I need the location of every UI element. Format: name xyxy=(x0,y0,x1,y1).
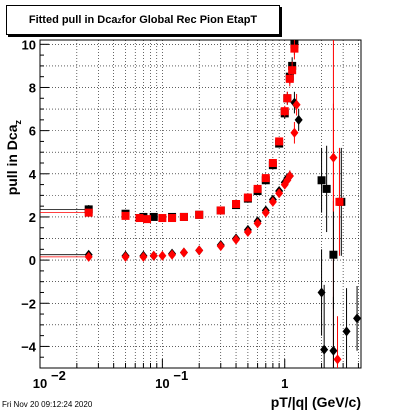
data-point-diamond xyxy=(232,234,241,245)
series-1 xyxy=(84,91,361,368)
series-3 xyxy=(84,93,342,368)
data-point-square xyxy=(322,184,331,193)
data-point-square xyxy=(232,200,241,208)
data-point-square xyxy=(149,212,158,221)
series-0 xyxy=(84,40,346,309)
x-axis-title: pT/|q| (GeV/c) xyxy=(271,394,361,410)
data-point-diamond xyxy=(285,170,294,181)
x-tick-label-exponent: −1 xyxy=(173,368,188,383)
data-layer xyxy=(40,40,361,368)
data-point-diamond xyxy=(168,249,177,260)
data-point-square xyxy=(329,250,338,259)
data-point-diamond xyxy=(294,114,303,125)
data-point-square xyxy=(283,94,292,103)
data-point-square xyxy=(216,206,225,215)
x-tick-label: 1 xyxy=(281,376,288,391)
data-point-square xyxy=(143,215,152,224)
y-axis-title-subscript: z xyxy=(13,120,23,125)
data-point-diamond xyxy=(216,241,225,252)
data-point-square xyxy=(179,212,188,221)
y-tick-label: 6 xyxy=(29,124,36,139)
y-ticks xyxy=(40,43,49,369)
data-point-diamond xyxy=(290,127,299,138)
data-point-diamond xyxy=(275,188,284,199)
data-point-diamond xyxy=(158,250,167,261)
data-point-diamond xyxy=(261,207,270,218)
y-tick-label: 8 xyxy=(29,80,36,95)
y-tick-label: 2 xyxy=(29,210,36,225)
data-point-diamond xyxy=(121,251,130,262)
series-2 xyxy=(84,40,344,256)
data-point-square xyxy=(135,214,144,223)
data-point-diamond xyxy=(333,354,342,365)
chart-title-main: Fitted pull in Dca xyxy=(28,14,118,26)
y-tick-label: −2 xyxy=(21,296,36,311)
data-point-square xyxy=(261,174,270,183)
data-point-square xyxy=(288,66,297,75)
data-point-square xyxy=(275,137,284,146)
x-ticks xyxy=(39,359,359,368)
data-point-diamond xyxy=(329,345,338,356)
plot-frame xyxy=(39,39,362,369)
data-point-diamond xyxy=(253,218,262,229)
x-tick-label-exponent: −2 xyxy=(51,368,66,383)
chart-title: Fitted pull in Dca z for Global Rec Pion … xyxy=(6,5,280,35)
data-point-diamond xyxy=(292,99,301,110)
data-point-diamond xyxy=(84,251,93,262)
data-point-square xyxy=(290,44,299,53)
data-point-square xyxy=(280,107,289,116)
y-tick-label: −4 xyxy=(21,339,37,354)
data-point-square xyxy=(253,184,262,193)
y-tick-label: 0 xyxy=(29,253,36,268)
data-point-diamond xyxy=(342,326,351,337)
y-tick-label: 4 xyxy=(29,167,37,182)
grid xyxy=(39,40,361,368)
data-point-square xyxy=(335,197,344,206)
chart-title-rest: for Global Rec Pion EtapT xyxy=(121,14,258,26)
x-tick-label: 10 xyxy=(33,376,47,391)
x-tick-label: 10 xyxy=(155,376,169,391)
data-point-diamond xyxy=(195,245,204,256)
data-point-square xyxy=(195,210,204,219)
data-point-diamond xyxy=(320,344,329,355)
data-point-square xyxy=(168,214,177,223)
data-point-diamond xyxy=(317,287,326,298)
data-point-diamond xyxy=(268,196,277,207)
data-point-square xyxy=(285,74,294,83)
data-point-square xyxy=(317,176,326,185)
data-point-diamond xyxy=(149,250,158,261)
data-point-diamond xyxy=(353,313,361,324)
data-point-diamond xyxy=(329,152,338,163)
y-axis-title: pull in Dcaz xyxy=(4,120,23,196)
data-point-square xyxy=(121,211,130,220)
data-point-square xyxy=(84,208,93,217)
data-point-diamond xyxy=(243,227,252,238)
data-point-diamond xyxy=(139,251,148,262)
chart-title-subscript: z xyxy=(117,15,122,25)
y-tick-label: 10 xyxy=(22,37,36,52)
data-point-square xyxy=(243,193,252,202)
data-point-square xyxy=(158,214,167,223)
data-point-square xyxy=(268,159,277,167)
data-point-diamond xyxy=(179,247,188,258)
timestamp-footer: Fri Nov 20 09:12:24 2020 xyxy=(2,400,93,409)
